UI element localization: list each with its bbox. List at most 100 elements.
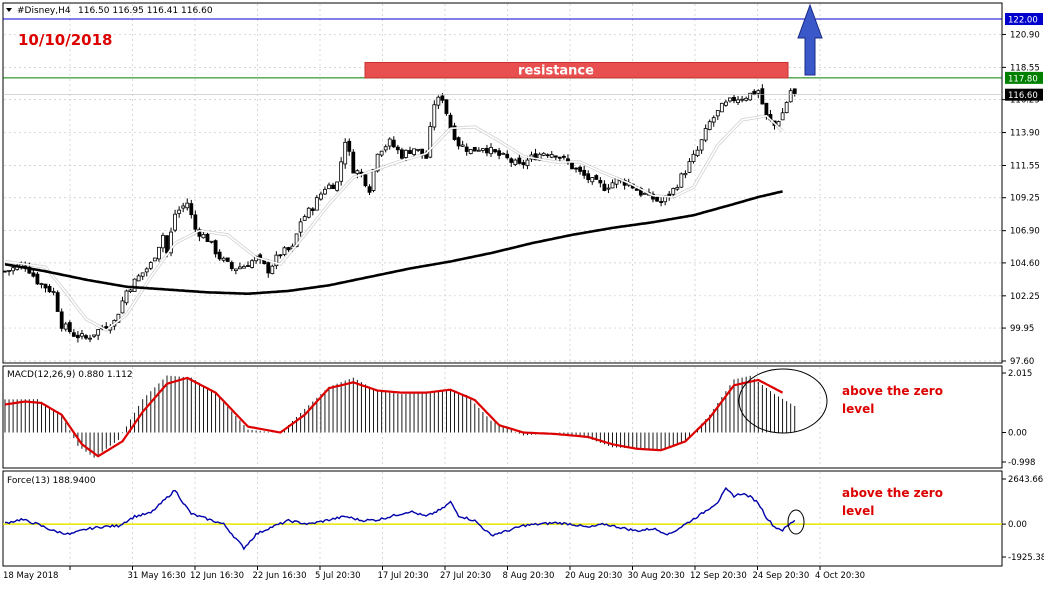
candle-body [776,121,781,127]
candle-body [659,201,663,203]
candle [760,84,765,105]
candle-body [323,188,327,195]
candle [691,150,696,164]
dropdown-triangle-icon[interactable] [6,8,12,12]
candle-body [792,88,797,94]
candle [792,88,797,97]
price-tick-label: 113.90 [1010,129,1040,139]
price-panel-frame [2,2,1003,364]
force-header: Force(13) 188.9400 [7,476,96,486]
candle [205,232,210,242]
candle-body [246,265,250,267]
candle [270,264,275,275]
candle [399,147,404,160]
candle [51,287,56,296]
candle [310,207,315,216]
candle-body [671,188,676,195]
macd-panel-frame [2,365,1003,469]
candle [521,159,526,169]
candle [740,95,744,103]
candle-body [728,97,732,102]
price-tick-label: 118.55 [1010,63,1040,73]
macd-signal-line [4,376,784,458]
candles[interactable] [3,84,797,343]
candle [509,157,514,167]
candle-body [452,125,457,140]
force-path [5,486,796,551]
price-panel[interactable]: resistance 10/10/2018 #Disney,H4 116.50 … [2,2,1003,364]
current-price-box [1005,88,1043,101]
candle-body [525,159,530,166]
macd-tick-label: -0.998 [1008,458,1035,468]
candle-body [691,153,696,162]
candle-body [51,291,56,293]
fast-ma-line [4,114,784,332]
candle-body [274,254,279,267]
candle-body [643,192,647,195]
macd-note-line1: above the zero [842,384,943,398]
candle-body [173,213,178,231]
candle-body [416,148,421,151]
candle-body [233,268,238,272]
candle [217,249,222,261]
candle [383,144,388,153]
candle-body [590,177,595,183]
candle-body [96,329,101,336]
price-tick-label: 102.25 [1010,292,1040,302]
candle [286,246,291,252]
macd-panel[interactable]: MACD(12,26,9) 0.880 1.112 above the zero… [2,365,1003,469]
current-price-text: 116.60 [1008,91,1038,101]
candle-body [144,268,149,273]
candle-body [553,155,558,158]
candle-body [756,90,761,94]
candle-body [181,205,186,209]
candle [67,320,72,334]
candle-body [428,126,433,158]
candle [213,239,218,258]
candle [699,139,704,154]
candle [379,150,384,158]
candle [104,322,109,330]
time-tick-label: 5 Jul 20:30 [315,571,361,581]
candle [784,101,789,114]
candle [331,182,335,190]
candle-body [557,156,562,159]
candle [152,257,157,262]
candle-body [71,332,76,337]
force-panel[interactable]: Force(13) 188.9400 above the zero level [2,470,1003,567]
candle-body [724,101,728,106]
candle-body [715,110,720,117]
candle-body [468,149,473,154]
candle-body [213,240,218,255]
candle-body [250,260,254,268]
candle-body [339,161,344,182]
candle [327,182,331,190]
candle [55,290,60,312]
candle-body [699,139,704,151]
candle-body [7,269,11,272]
candle [622,178,627,190]
candle-body [124,290,129,304]
candle-body [189,203,194,216]
time-tick-label: 18 May 2018 [3,571,58,581]
candle-body [47,285,52,293]
candle-body [501,152,506,155]
candle-body [622,180,627,186]
candle-body [748,92,753,101]
candle [456,136,461,150]
candle-body [193,214,198,230]
candle [347,138,352,156]
candle-body [651,193,655,200]
candle-body [270,265,275,274]
candle-body [84,335,88,339]
resistance-zone[interactable] [364,61,789,79]
candle-body [310,208,315,212]
candle [71,329,76,338]
time-tick-label: 30 Aug 20:30 [628,571,685,581]
candle [711,115,716,127]
candle-body [197,229,202,237]
candle-body [485,147,489,154]
force-note-line1: above the zero [842,486,943,500]
